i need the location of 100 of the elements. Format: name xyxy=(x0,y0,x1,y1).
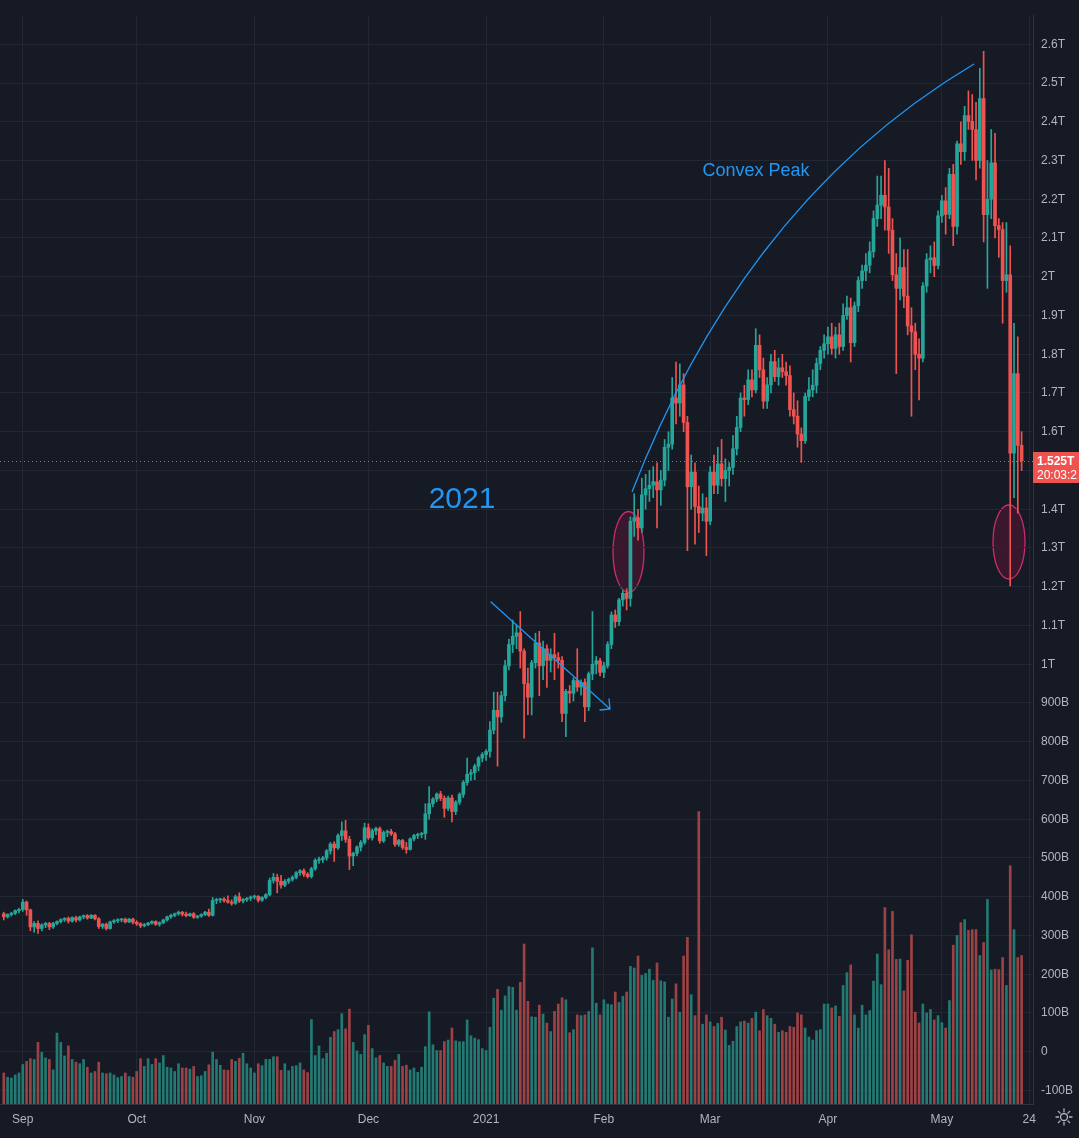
bar xyxy=(678,1011,682,1104)
x-tick-label: 24 xyxy=(1022,1111,1037,1126)
bar xyxy=(161,1055,165,1104)
y-tick-label: 2T xyxy=(1041,269,1056,284)
annotation: Convex Peak xyxy=(702,159,811,180)
bar xyxy=(124,1072,127,1104)
bar xyxy=(378,1055,382,1104)
y-tick-label: 700B xyxy=(1041,772,1070,787)
bar xyxy=(97,1061,101,1104)
bar xyxy=(351,1042,355,1104)
bar xyxy=(963,919,966,1104)
bar xyxy=(10,1077,13,1104)
y-tick-label: 0 xyxy=(1041,1044,1048,1058)
bar xyxy=(268,1059,271,1104)
bar xyxy=(363,1034,366,1104)
bar xyxy=(830,1007,834,1104)
bar xyxy=(762,1009,765,1104)
candlestick xyxy=(332,841,337,862)
bar xyxy=(613,991,617,1104)
bar xyxy=(686,937,689,1104)
bar xyxy=(67,1045,70,1104)
bar xyxy=(291,1066,294,1104)
bar xyxy=(929,1009,932,1104)
y-tick-label: 500B xyxy=(1041,850,1070,865)
x-tick-label: Mar xyxy=(699,1111,721,1126)
y-tick-label: 100B xyxy=(1041,1005,1070,1020)
bar xyxy=(78,1063,82,1104)
y-tick-label: 900B xyxy=(1041,695,1070,710)
bar xyxy=(659,980,663,1104)
bar xyxy=(689,994,693,1104)
bar xyxy=(716,1023,720,1104)
bar xyxy=(986,899,989,1104)
bar xyxy=(781,1030,784,1104)
bar xyxy=(720,1016,723,1104)
bar xyxy=(340,1013,344,1104)
bar xyxy=(82,1059,85,1104)
y-tick-label: 1.3T xyxy=(1041,540,1066,555)
bar xyxy=(249,1067,252,1104)
bar xyxy=(815,1030,818,1104)
x-tick-label: Oct xyxy=(127,1111,147,1126)
y-tick-label: 2.3T xyxy=(1041,152,1066,167)
bar xyxy=(1016,957,1020,1104)
bar xyxy=(120,1076,123,1104)
bar xyxy=(663,981,666,1104)
bar xyxy=(670,998,674,1104)
bar xyxy=(237,1057,241,1104)
y-tick-label: 2.2T xyxy=(1041,191,1066,206)
bar xyxy=(386,1066,389,1104)
y-tick-label: 300B xyxy=(1041,927,1070,942)
bar xyxy=(306,1072,309,1104)
bar xyxy=(29,1058,32,1104)
bar xyxy=(256,1063,260,1104)
bar xyxy=(310,1019,313,1104)
bar xyxy=(849,964,853,1104)
bar xyxy=(549,1031,553,1104)
bar xyxy=(701,1023,704,1104)
bar xyxy=(105,1073,108,1104)
bar xyxy=(272,1056,275,1104)
bar xyxy=(401,1066,404,1104)
bar xyxy=(492,997,496,1104)
bar xyxy=(253,1072,256,1104)
bar xyxy=(948,1000,951,1104)
bar xyxy=(534,1016,537,1104)
bar xyxy=(477,1039,480,1104)
bar xyxy=(275,1056,279,1104)
bar xyxy=(739,1021,742,1104)
bar xyxy=(154,1058,158,1104)
bar xyxy=(370,1048,374,1104)
bar xyxy=(329,1037,332,1104)
bar xyxy=(230,1059,233,1104)
y-tick-label: 2.1T xyxy=(1041,230,1066,245)
bar xyxy=(735,1026,739,1104)
bar xyxy=(891,911,894,1104)
bar xyxy=(139,1058,142,1104)
bar xyxy=(610,1004,613,1104)
bar xyxy=(724,1029,727,1104)
bar xyxy=(21,1064,25,1104)
candlestick xyxy=(674,361,678,425)
x-tick-label: Apr xyxy=(818,1111,838,1126)
bar xyxy=(40,1051,44,1104)
bar xyxy=(454,1040,458,1104)
y-tick-label: 1.7T xyxy=(1041,385,1066,400)
bar xyxy=(875,953,879,1104)
y-tick-label: 2.6T xyxy=(1041,36,1066,51)
y-tick-label: 1T xyxy=(1041,656,1056,671)
bar xyxy=(302,1069,306,1104)
bar xyxy=(632,967,636,1104)
bar xyxy=(837,1016,841,1104)
y-tick-label: 200B xyxy=(1041,966,1070,981)
bar xyxy=(6,1076,9,1104)
bar xyxy=(48,1059,51,1104)
bar xyxy=(697,811,701,1104)
candlestick xyxy=(279,875,283,889)
bar xyxy=(1005,985,1008,1104)
bar xyxy=(951,944,955,1104)
y-tick-label: 1.2T xyxy=(1041,579,1066,594)
candlestick xyxy=(575,648,580,692)
bar xyxy=(625,991,628,1104)
y-tick-label: 1.4T xyxy=(1041,501,1066,516)
x-tick-label: Sep xyxy=(12,1111,34,1126)
